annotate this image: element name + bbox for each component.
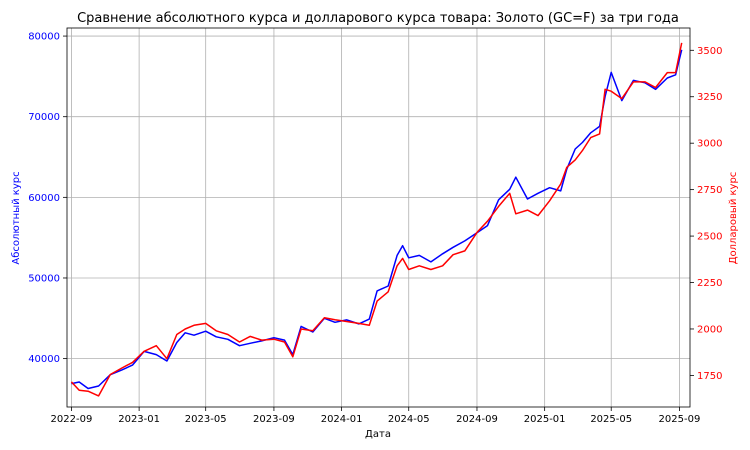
y-right-tick-label: 2500 — [697, 232, 722, 243]
y-right-tick-label: 3000 — [697, 139, 722, 150]
x-tick-label: 2025-01 — [524, 414, 566, 425]
chart-title: Сравнение абсолютного курса и долларовог… — [77, 11, 679, 26]
x-tick-label: 2025-09 — [659, 414, 701, 425]
x-tick-label: 2024-05 — [388, 414, 430, 425]
y-right-tick-label: 3250 — [697, 92, 722, 103]
y-left-tick-label: 80000 — [28, 32, 60, 43]
y-right-tick-label: 3500 — [697, 46, 722, 57]
x-tick-label: 2024-09 — [456, 414, 498, 425]
y-axis-label-left: Абсолютный курс — [11, 171, 22, 264]
y-left-tick-label: 50000 — [28, 273, 60, 284]
x-tick-label: 2023-09 — [253, 414, 295, 425]
x-axis-label: Дата — [365, 429, 391, 440]
y-right-tick-label: 2000 — [697, 324, 722, 335]
x-tick-label: 2022-09 — [51, 414, 93, 425]
y-left-tick-label: 60000 — [28, 193, 60, 204]
x-tick-label: 2023-05 — [185, 414, 227, 425]
y-left-tick-label: 70000 — [28, 112, 60, 123]
y-right-tick-label: 2250 — [697, 278, 722, 289]
y-left-tick-label: 40000 — [28, 354, 60, 365]
y-right-tick-label: 1750 — [697, 371, 722, 382]
y-right-tick-label: 2750 — [697, 185, 722, 196]
x-tick-label: 2024-01 — [321, 414, 363, 425]
x-tick-label: 2023-01 — [118, 414, 160, 425]
y-axis-label-right: Долларовый курс — [728, 172, 739, 265]
x-tick-label: 2025-05 — [590, 414, 632, 425]
